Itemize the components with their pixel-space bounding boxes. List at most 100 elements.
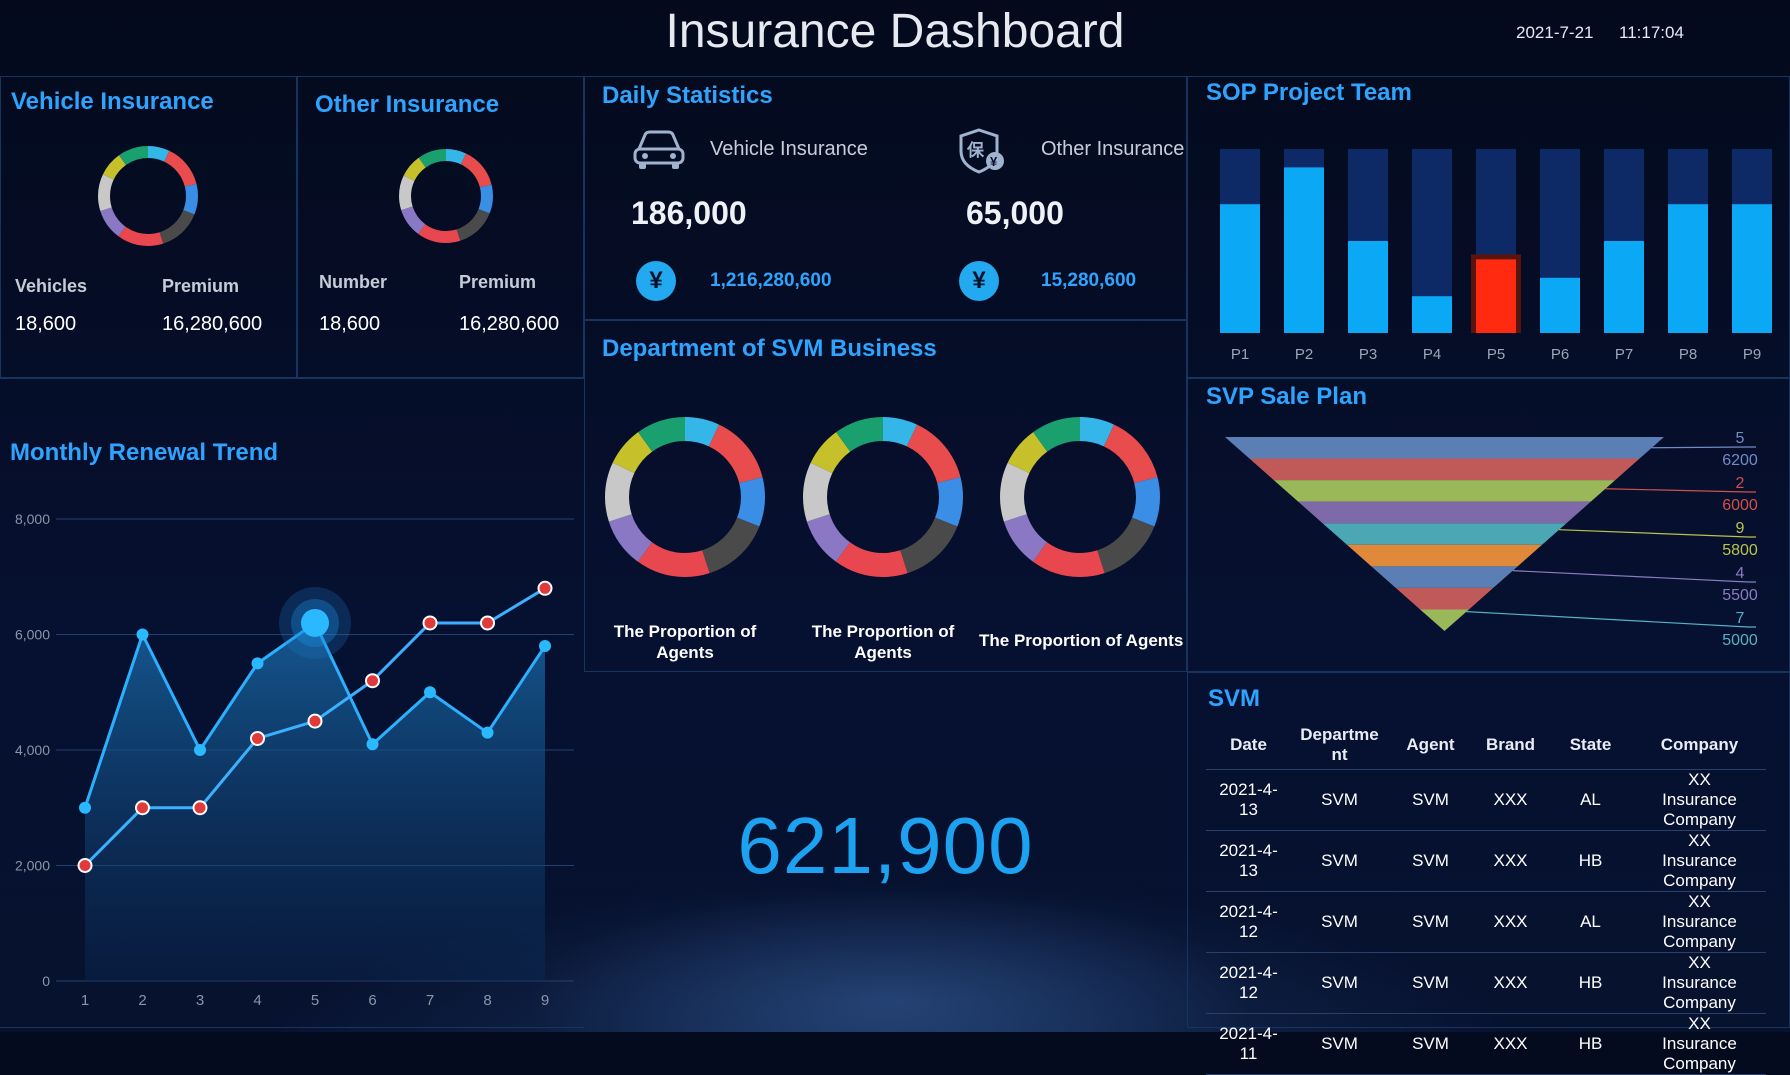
daily-other-label: Other Insurance [1041, 138, 1185, 160]
monthly-renewal-line-chart: 0 2,000 4,000 6,000 8,000 1 2 3 4 5 6 7 8 9 [15, 511, 574, 1009]
x-tick-label: P5 [1487, 346, 1505, 363]
cell-state: HB [1548, 952, 1633, 1014]
proportion-donut-1 [605, 417, 765, 577]
funnel-label: 7 [1736, 610, 1745, 627]
premium-value: 16,280,600 [162, 313, 263, 335]
data-point [480, 615, 495, 631]
table-row: 2021-4-12 SVM SVM XXX AL XX Insurance Co… [1206, 891, 1766, 953]
cell-date: 2021-4-13 [1206, 769, 1291, 831]
total-big-number: 621,900 [737, 801, 1034, 890]
funnel-value: 6000 [1722, 497, 1758, 514]
yen-icon: ¥ [636, 261, 676, 301]
svp-sale-plan-title: SVP Sale Plan [1206, 383, 1367, 410]
number-value: 18,600 [319, 313, 381, 335]
x-tick-label: P3 [1359, 346, 1377, 363]
data-point [307, 713, 323, 729]
data-point [539, 640, 551, 653]
x-tick-label: 9 [541, 992, 549, 1009]
vehicle-insurance-title: Vehicle Insurance [11, 88, 214, 115]
x-tick-label: 2 [138, 992, 146, 1009]
donut-slice [399, 149, 493, 243]
other-insurance-title: Other Insurance [315, 91, 500, 118]
bar-P8 [1668, 204, 1708, 333]
daily-statistics-title: Daily Statistics [602, 82, 773, 109]
data-point [422, 615, 438, 631]
premium-label: Premium [162, 276, 240, 296]
cell-brand: XXX [1473, 1013, 1548, 1075]
x-tick-label: 5 [311, 992, 319, 1009]
data-point [77, 858, 93, 873]
x-tick-label: P6 [1551, 346, 1569, 363]
bar-P3 [1348, 241, 1388, 333]
svp-sale-plan-panel: SVP Sale Plan 5 6200 2 6000 9 5800 4 5500 7 5000 [1187, 378, 1790, 672]
y-tick-label: 8,000 [15, 511, 50, 527]
data-point [301, 608, 329, 637]
funnel-value: 6200 [1722, 452, 1758, 469]
donut-label-2: The Proportion of Agents [811, 622, 955, 662]
table-row: 2021-4-13 SVM SVM XXX AL XX Insurance Co… [1206, 769, 1766, 831]
funnel-band [1420, 609, 1469, 631]
y-tick-label: 2,000 [15, 858, 50, 874]
data-point [537, 580, 553, 596]
donut-slice [98, 146, 198, 246]
data-point [366, 738, 379, 751]
funnel-label: 2 [1736, 475, 1745, 492]
funnel-value: 5000 [1722, 632, 1758, 649]
donut-slice [1000, 417, 1160, 577]
table-row: 2021-4-11 SVM SVM XXX HB XX Insurance Co… [1206, 1013, 1766, 1075]
cell-state: HB [1548, 1013, 1633, 1075]
x-tick-label: 4 [253, 992, 261, 1009]
donut-slice [98, 146, 198, 246]
donut-slice [399, 149, 493, 243]
bar-P2 [1284, 167, 1324, 333]
cell-company: XX Insurance Company [1633, 830, 1766, 892]
data-point [136, 628, 149, 641]
bar-P9 [1732, 204, 1772, 333]
y-tick-label: 6,000 [15, 627, 50, 643]
cell-brand: XXX [1473, 769, 1548, 831]
cell-department: SVM [1291, 769, 1388, 831]
x-tick-label: P9 [1743, 346, 1761, 363]
cell-department: SVM [1291, 891, 1388, 953]
funnel-band [1346, 544, 1543, 567]
vehicle-insurance-donut [98, 146, 198, 246]
funnel-leader-line [1605, 488, 1756, 493]
svm-table-title: SVM [1208, 685, 1261, 712]
daily-statistics-panel: Daily Statistics Vehicle Insurance 186,0… [584, 76, 1187, 320]
funnel-band [1298, 501, 1591, 524]
vehicles-value: 18,600 [15, 313, 77, 335]
donut-slice [98, 146, 198, 246]
column-header-state: State [1569, 735, 1612, 754]
donut-slice [803, 417, 963, 577]
x-tick-label: 3 [196, 992, 204, 1009]
data-point [424, 686, 436, 699]
funnel-leader-line [1466, 611, 1756, 628]
column-header-agent: Agent [1406, 735, 1455, 754]
monthly-renewal-panel: Monthly Renewal Trend 0 2,000 4,000 6,000 8,… [0, 378, 584, 1028]
daily-vehicle-amount: 1,216,280,600 [710, 270, 832, 291]
cell-company: XX Insurance Company [1633, 891, 1766, 953]
donut-slice [98, 146, 198, 246]
x-tick-label: P2 [1295, 346, 1313, 363]
table-row: 2021-4-13 SVM SVM XXX HB XX Insurance Co… [1206, 830, 1766, 892]
cell-department: SVM [1291, 952, 1388, 1014]
funnel-label: 4 [1736, 565, 1745, 582]
data-point [251, 657, 264, 670]
column-header-date: Date [1230, 735, 1267, 754]
proportion-donut-3 [1000, 417, 1160, 577]
cell-agent: SVM [1388, 952, 1473, 1014]
data-point [365, 673, 380, 689]
premium-label: Premium [459, 272, 537, 292]
data-point [79, 801, 91, 814]
x-tick-label: P8 [1679, 346, 1697, 363]
svp-funnel-chart: 5 6200 2 6000 9 5800 4 5500 7 5000 [1225, 430, 1758, 649]
donut-slice [399, 149, 493, 243]
x-tick-label: 8 [483, 992, 491, 1009]
funnel-band [1225, 437, 1664, 459]
table-row: 2021-4-12 SVM SVM XXX HB XX Insurance Co… [1206, 952, 1766, 1014]
cell-brand: XXX [1473, 952, 1548, 1014]
data-point [192, 800, 208, 816]
sop-team-title: SOP Project Team [1206, 79, 1412, 106]
x-tick-label: 6 [368, 992, 376, 1009]
funnel-band [1273, 480, 1616, 502]
